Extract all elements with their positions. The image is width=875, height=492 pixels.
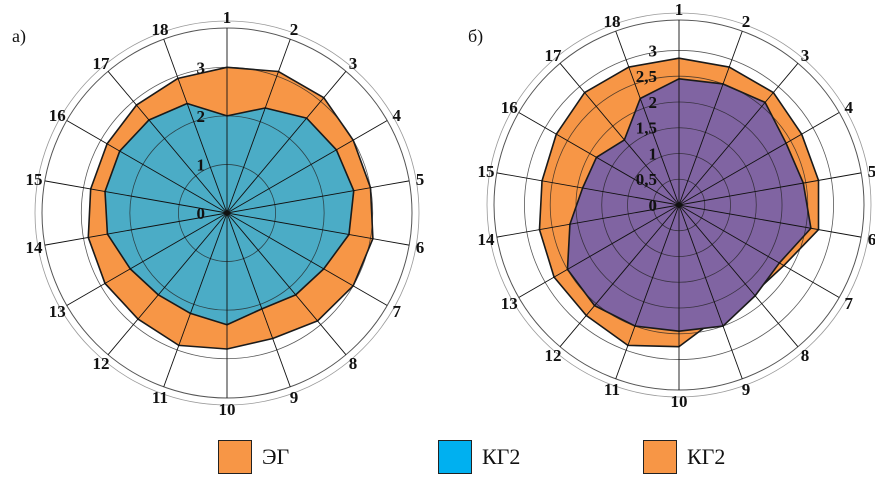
radar-panel-b: 00,511,522,53123456789101112131415161718… (468, 0, 875, 411)
axis-label-11: 11 (152, 388, 168, 407)
axis-label-8: 8 (801, 346, 810, 365)
spoke-line (678, 62, 799, 206)
spoke-line (66, 120, 228, 214)
axis-label-17: 17 (93, 54, 111, 73)
legend-label-eg: ЭГ (262, 444, 290, 469)
spoke-line (107, 212, 228, 356)
legend: ЭГ КГ2 КГ2 (0, 440, 875, 490)
spoke-line (518, 204, 680, 298)
legend-item-eg: ЭГ (218, 440, 289, 474)
spoke-line (559, 204, 680, 348)
legend-item-kg2-orange: КГ2 (643, 440, 725, 474)
tick-label: 0,5 (636, 170, 657, 189)
spoke-line (226, 212, 291, 387)
tick-label: 2 (197, 107, 206, 126)
axis-label-4: 4 (844, 98, 853, 117)
axis-label-14: 14 (25, 238, 43, 257)
panel-label: б) (468, 26, 483, 47)
center-point (224, 210, 230, 216)
axis-label-4: 4 (392, 106, 401, 125)
tick-label: 0 (197, 204, 206, 223)
axis-label-2: 2 (742, 12, 751, 31)
panel-label: а) (12, 26, 26, 47)
axis-label-15: 15 (477, 162, 494, 181)
axis-label-9: 9 (742, 380, 751, 399)
center-point (676, 202, 682, 208)
axis-label-2: 2 (290, 20, 299, 39)
tick-label: 3 (649, 41, 658, 60)
tick-label: 2,5 (636, 67, 657, 86)
axis-label-13: 13 (501, 294, 518, 313)
axis-label-7: 7 (392, 302, 401, 321)
axis-label-17: 17 (545, 46, 563, 65)
axis-label-10: 10 (671, 392, 688, 411)
spoke-line (496, 204, 680, 238)
axis-label-11: 11 (604, 380, 620, 399)
spoke-line (678, 204, 799, 348)
spoke-line (518, 112, 680, 206)
axis-label-18: 18 (603, 12, 620, 31)
axis-label-1: 1 (223, 8, 232, 27)
legend-label-kg2-blue: КГ2 (482, 444, 521, 469)
spoke-line (163, 39, 228, 214)
spoke-line (678, 204, 862, 238)
axis-label-5: 5 (416, 170, 425, 189)
axis-label-5: 5 (868, 162, 875, 181)
axis-label-3: 3 (349, 54, 358, 73)
spoke-line (226, 180, 410, 214)
legend-swatch-kg2-blue (438, 440, 472, 474)
axis-label-7: 7 (844, 294, 853, 313)
spoke-line (226, 212, 347, 356)
tick-label: 3 (197, 58, 206, 77)
outer-ring-2 (34, 20, 420, 406)
tick-label: 2 (649, 93, 658, 112)
spoke-line (615, 204, 680, 379)
axis-label-14: 14 (477, 230, 495, 249)
spoke-line (615, 31, 680, 206)
legend-swatch-eg (218, 440, 252, 474)
axis-label-1: 1 (675, 0, 684, 19)
axis-label-18: 18 (151, 20, 168, 39)
tick-label: 1 (649, 144, 658, 163)
axis-label-8: 8 (349, 354, 358, 373)
spoke-line (44, 212, 228, 246)
outer-ring-2 (486, 12, 872, 398)
axis-label-13: 13 (49, 302, 66, 321)
tick-label: 1 (197, 155, 206, 174)
axis-label-16: 16 (501, 98, 518, 117)
axis-label-12: 12 (93, 354, 110, 373)
axis-label-3: 3 (801, 46, 810, 65)
spoke-line (226, 212, 410, 246)
legend-item-kg2-blue: КГ2 (438, 440, 520, 474)
spoke-line (226, 39, 291, 214)
axis-label-16: 16 (49, 106, 66, 125)
spoke-line (226, 212, 388, 306)
spoke-line (559, 62, 680, 206)
spoke-line (226, 70, 347, 214)
axis-label-12: 12 (545, 346, 562, 365)
axis-label-10: 10 (219, 400, 236, 419)
tick-label: 1,5 (636, 119, 657, 138)
spoke-line (163, 212, 228, 387)
spoke-line (496, 172, 680, 206)
spoke-line (66, 212, 228, 306)
axis-label-15: 15 (25, 170, 42, 189)
axis-label-9: 9 (290, 388, 299, 407)
spoke-line (678, 112, 840, 206)
axis-label-6: 6 (416, 238, 425, 257)
spoke-line (678, 204, 840, 298)
spoke-line (678, 204, 743, 379)
spoke-line (107, 70, 228, 214)
spoke-line (678, 172, 862, 206)
spoke-line (226, 120, 388, 214)
spoke-line (44, 180, 228, 214)
legend-label-kg2-orange: КГ2 (687, 444, 726, 469)
axis-label-6: 6 (868, 230, 875, 249)
tick-label: 0 (649, 196, 658, 215)
spoke-line (678, 31, 743, 206)
legend-swatch-kg2-orange (643, 440, 677, 474)
